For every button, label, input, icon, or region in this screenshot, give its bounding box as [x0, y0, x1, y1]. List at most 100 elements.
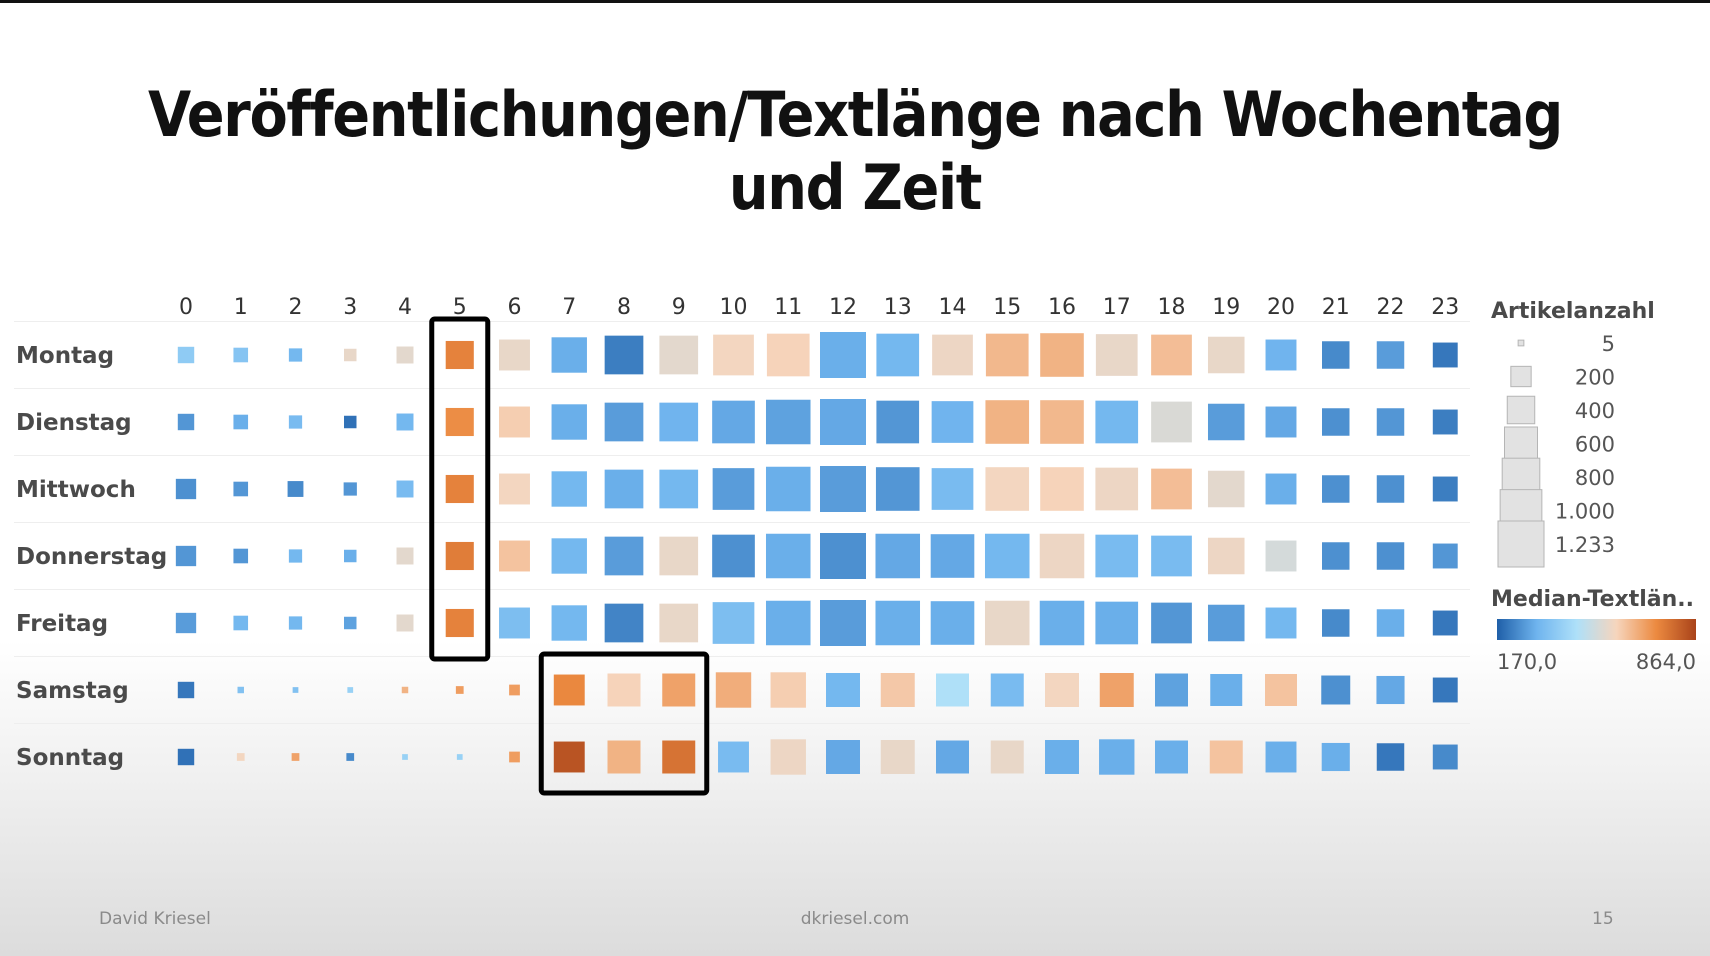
weekday-label: Montag — [16, 343, 114, 369]
hour-tick-label: 14 — [939, 295, 967, 320]
heatmap-cell — [396, 614, 414, 632]
size-legend-label: 1.000 — [1555, 500, 1615, 524]
heatmap-cell — [875, 467, 920, 511]
heatmap-cell — [1151, 602, 1192, 644]
heatmap-cell — [1207, 537, 1245, 575]
heatmap-cell — [820, 399, 866, 445]
heatmap-cell — [1155, 673, 1188, 707]
hour-tick-label: 8 — [617, 295, 631, 320]
heatmap-cell — [1039, 600, 1085, 646]
heatmap-cell — [1209, 740, 1243, 774]
heatmap-cell — [344, 348, 357, 362]
heatmap-cell — [659, 469, 699, 509]
heatmap-cell — [604, 536, 644, 576]
heatmap-cell — [718, 741, 749, 773]
hour-tick-label: 2 — [289, 295, 303, 320]
heatmap-cell — [1155, 740, 1188, 774]
heatmap-cell — [1151, 535, 1192, 577]
footer-author: David Kriesel — [99, 909, 211, 929]
heatmap-cell — [1207, 470, 1245, 508]
heatmap-cell — [1095, 601, 1139, 645]
heatmap-cell — [765, 533, 811, 579]
heatmap-cell — [177, 748, 195, 766]
heatmap-cell — [931, 401, 974, 443]
heatmap-cell — [1376, 609, 1405, 637]
heatmap-cell — [770, 672, 806, 708]
hour-tick-label: 1 — [234, 295, 248, 320]
heatmap-cell — [1432, 409, 1458, 435]
heatmap-cell — [1207, 336, 1245, 374]
heatmap-cell — [659, 402, 699, 442]
heatmap-cell — [499, 607, 530, 639]
heatmap-cell — [509, 684, 520, 696]
weekday-label: Sonntag — [16, 745, 124, 771]
heatmap-cell — [344, 415, 357, 429]
heatmap-cell — [1207, 604, 1245, 642]
heatmap-cell — [659, 536, 699, 576]
heatmap-cell — [1432, 476, 1458, 502]
heatmap-cell — [175, 478, 197, 500]
color-legend-ramp — [1497, 619, 1696, 640]
heatmap-cell — [936, 740, 969, 774]
heatmap-cell — [1265, 473, 1297, 505]
heatmap-cell — [770, 739, 806, 775]
heatmap-cell — [1432, 744, 1458, 770]
size-legend-title: Artikelanzahl — [1491, 299, 1655, 324]
heatmap-cell — [604, 402, 644, 442]
heatmap-cell — [177, 413, 195, 431]
footer-site: dkriesel.com — [800, 909, 910, 929]
heatmap-cell — [765, 600, 811, 646]
heatmap-cell — [930, 601, 975, 645]
heatmap-cell — [396, 480, 414, 498]
heatmap-cell — [175, 545, 197, 567]
heatmap-cell — [401, 686, 409, 694]
heatmap-cell — [499, 406, 530, 438]
heatmap-cell — [604, 469, 644, 509]
heatmap-cell — [1321, 675, 1351, 705]
footer-page-number: 15 — [1592, 909, 1614, 929]
heatmap-cell — [1045, 673, 1079, 707]
hour-tick-label: 17 — [1103, 295, 1131, 320]
size-legend-swatch — [1504, 426, 1538, 461]
heatmap-cell — [1432, 610, 1458, 636]
heatmap-cell — [396, 346, 414, 364]
hour-tick-label: 5 — [453, 295, 467, 320]
hour-tick-label: 23 — [1431, 295, 1459, 320]
heatmap-cell — [765, 399, 811, 445]
hour-tick-label: 0 — [179, 295, 193, 320]
highlight-box — [429, 316, 491, 662]
heatmap-cell — [1151, 401, 1192, 443]
heatmap-cell — [291, 753, 300, 761]
hour-tick-label: 13 — [884, 295, 912, 320]
size-legend-swatch — [1506, 395, 1536, 425]
heatmap-cell — [1322, 475, 1350, 503]
size-legend-swatch — [1517, 339, 1525, 347]
heatmap-cell — [1265, 540, 1297, 572]
hour-tick-label: 21 — [1322, 295, 1350, 320]
hour-tick-label: 7 — [562, 295, 576, 320]
heatmap-cell — [715, 672, 752, 708]
heatmap-cell — [820, 533, 866, 579]
heatmap-cell — [233, 615, 249, 631]
heatmap-cell — [445, 541, 474, 571]
heatmap-cell — [875, 533, 921, 579]
size-legend-label: 600 — [1575, 433, 1615, 457]
heatmap-cell — [1376, 542, 1405, 570]
heatmap-cell — [1095, 334, 1138, 376]
hour-tick-label: 18 — [1158, 295, 1186, 320]
size-legend-swatch — [1510, 365, 1532, 388]
heatmap-cell — [551, 404, 587, 440]
heatmap-cell — [1151, 334, 1192, 376]
heatmap-cell — [936, 673, 969, 707]
size-legend-label: 400 — [1575, 399, 1615, 423]
heatmap-cell — [499, 540, 530, 572]
heatmap-cell — [1207, 403, 1245, 441]
heatmap-cell — [1322, 341, 1350, 369]
heatmap-cell — [607, 740, 641, 774]
hour-tick-label: 12 — [829, 295, 857, 320]
heatmap-cell — [1151, 468, 1192, 510]
heatmap-cell — [876, 400, 920, 444]
weekday-label: Samstag — [16, 678, 129, 704]
hour-tick-label: 3 — [343, 295, 357, 320]
